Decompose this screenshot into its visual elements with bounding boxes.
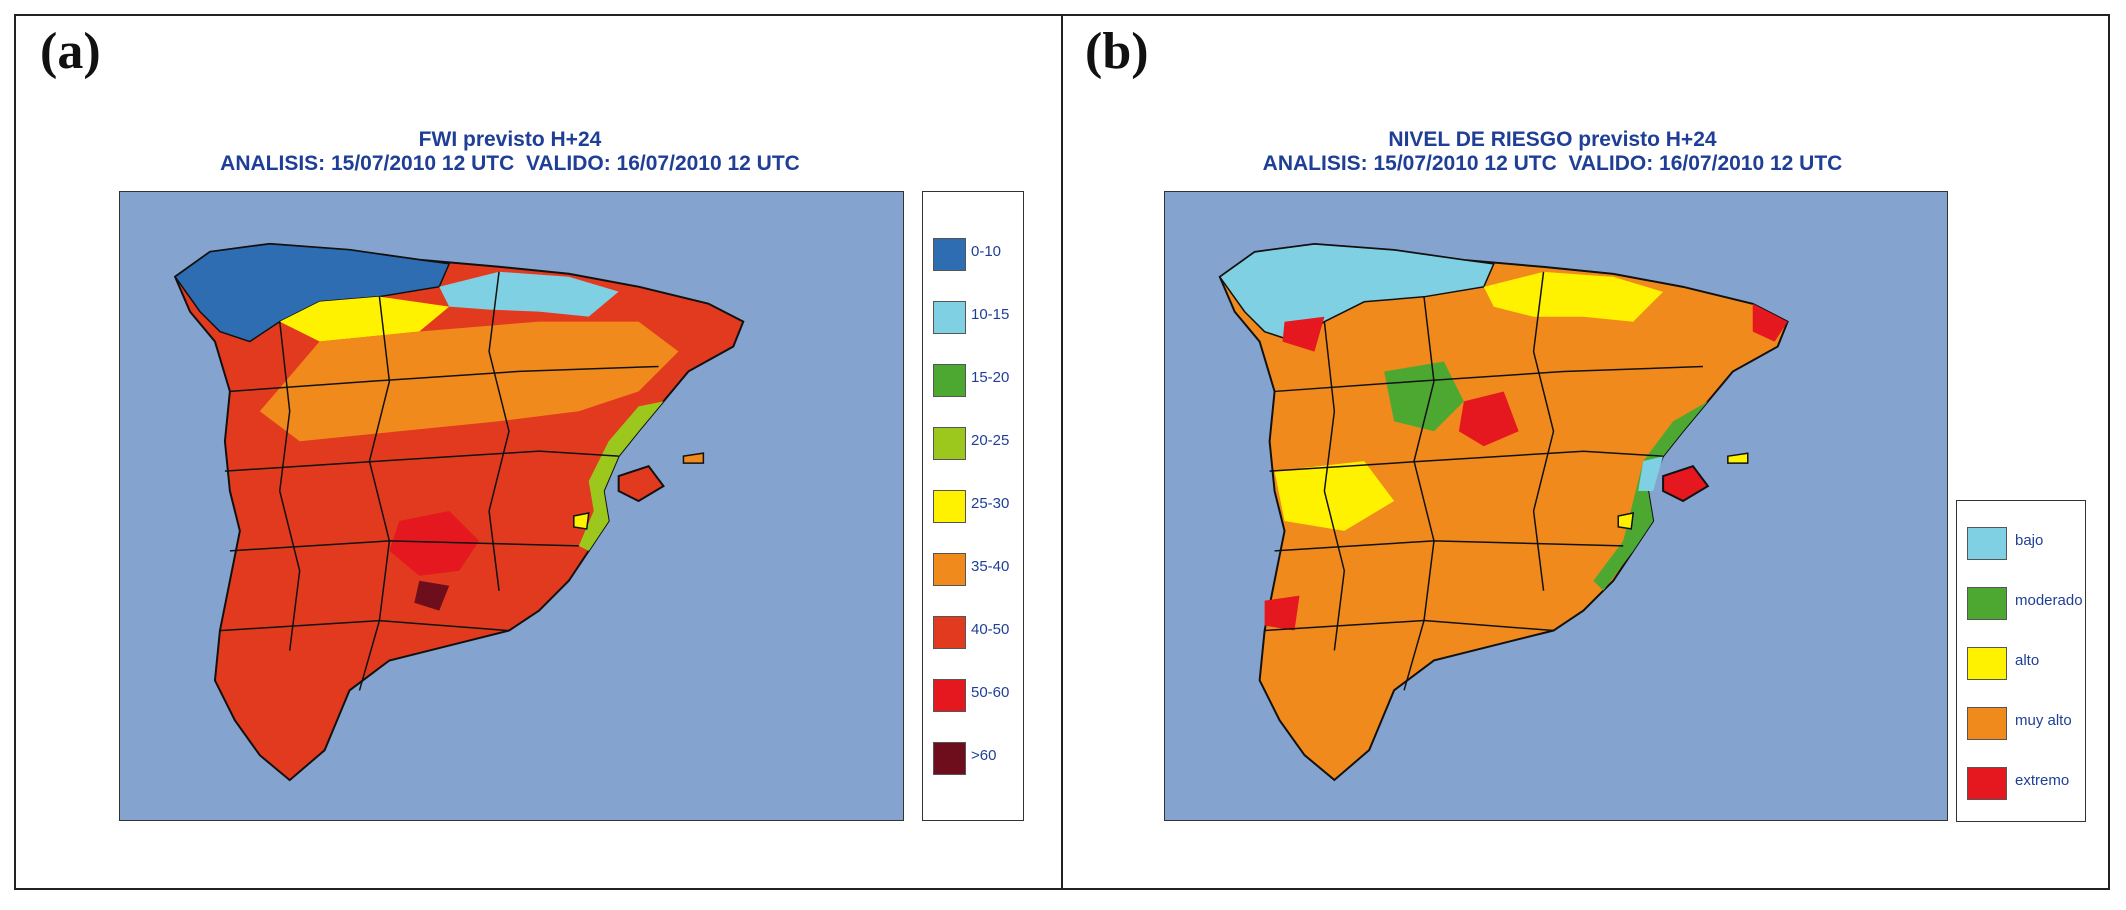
panel-a-spain-map bbox=[173, 242, 745, 782]
panel-b-menorca bbox=[1727, 452, 1749, 464]
panel-b-province-lines bbox=[1264, 271, 1703, 691]
panel-b-map bbox=[1164, 191, 1948, 821]
panel-a-darkest-spot bbox=[414, 580, 450, 611]
legend-b-swatch bbox=[1967, 587, 2007, 620]
legend-b-label: moderado bbox=[2015, 592, 2083, 609]
panel-a-map bbox=[119, 191, 904, 821]
legend-b-row: moderado bbox=[1957, 581, 2085, 621]
legend-a-swatch bbox=[933, 427, 966, 460]
legend-a-row: 40-50 bbox=[923, 610, 1023, 650]
panel-a-ibiza bbox=[573, 512, 590, 530]
panel-a-light-zone bbox=[439, 271, 619, 317]
legend-a-label: 35-40 bbox=[971, 558, 1010, 575]
panel-a-menorca bbox=[682, 452, 705, 464]
panel-b-north-zone bbox=[1218, 243, 1495, 343]
legend-b-label: alto bbox=[2015, 652, 2040, 669]
panel-a-title-line1: FWI previsto H+24 bbox=[418, 128, 602, 151]
legend-a-swatch bbox=[933, 679, 966, 712]
legend-a-row: 15-20 bbox=[923, 358, 1023, 398]
panel-b-title-line1: NIVEL DE RIESGO previsto H+24 bbox=[1388, 128, 1717, 151]
panel-a-province-lines bbox=[219, 271, 659, 691]
legend-b-label: muy alto bbox=[2015, 712, 2072, 729]
legend-b-row: alto bbox=[1957, 641, 2085, 681]
panel-a-legend: 0-10 10-15 15-20 20-25 25-30 35-40 40-50… bbox=[922, 191, 1024, 821]
legend-a-row: >60 bbox=[923, 736, 1023, 776]
legend-b-label: extremo bbox=[2015, 772, 2070, 789]
legend-b-row: bajo bbox=[1957, 521, 2085, 561]
panel-a-title: FWI previsto H+24 ANALISIS: 15/07/2010 1… bbox=[120, 128, 900, 176]
legend-a-row: 0-10 bbox=[923, 232, 1023, 272]
panel-b-extreme-1 bbox=[1458, 391, 1519, 447]
legend-a-row: 25-30 bbox=[923, 484, 1023, 524]
panel-a-green-coast bbox=[578, 401, 664, 551]
panel-a-dark-core bbox=[389, 510, 480, 576]
legend-a-label: 25-30 bbox=[971, 495, 1010, 512]
legend-a-swatch bbox=[933, 301, 966, 334]
legend-a-swatch bbox=[933, 553, 966, 586]
panel-b-mainland bbox=[1218, 243, 1789, 782]
panel-b-extreme-3 bbox=[1264, 595, 1300, 631]
panel-a-yellow-zone bbox=[279, 296, 450, 342]
panel-b-legend: bajo moderado alto muy alto extremo bbox=[1956, 500, 2086, 822]
legend-a-label: 50-60 bbox=[971, 684, 1010, 701]
legend-b-row: extremo bbox=[1957, 761, 2085, 801]
panel-b-spain-map bbox=[1218, 243, 1789, 782]
panel-a-mallorca bbox=[617, 464, 665, 503]
legend-a-row: 20-25 bbox=[923, 421, 1023, 461]
legend-b-swatch bbox=[1967, 647, 2007, 680]
panel-a-north-zone bbox=[174, 243, 451, 343]
legend-a-label: 0-10 bbox=[971, 243, 1002, 260]
legend-b-label: bajo bbox=[2015, 532, 2044, 549]
legend-a-label: 10-15 bbox=[971, 306, 1010, 323]
panel-b-extreme-2 bbox=[1282, 316, 1325, 352]
panel-b-green-coast bbox=[1593, 401, 1708, 591]
legend-a-label: 40-50 bbox=[971, 621, 1010, 638]
legend-a-swatch bbox=[933, 238, 966, 271]
panel-b-light-coast bbox=[1638, 456, 1664, 492]
panel-a-orange-zone bbox=[259, 321, 679, 442]
panel-a-title-line2: ANALISIS: 15/07/2010 12 UTC VALIDO: 16/0… bbox=[220, 152, 800, 175]
legend-b-swatch bbox=[1967, 707, 2007, 740]
panel-b-yellow-zone-1 bbox=[1483, 271, 1664, 322]
legend-a-label: 15-20 bbox=[971, 369, 1010, 386]
legend-a-row: 10-15 bbox=[923, 295, 1023, 335]
panel-divider bbox=[1061, 14, 1063, 890]
legend-a-swatch bbox=[933, 616, 966, 649]
legend-a-row: 50-60 bbox=[923, 673, 1023, 713]
legend-a-swatch bbox=[933, 742, 966, 775]
legend-b-swatch bbox=[1967, 767, 2007, 800]
legend-b-row: muy alto bbox=[1957, 701, 2085, 741]
panel-b-ibiza bbox=[1617, 512, 1635, 530]
legend-a-swatch bbox=[933, 364, 966, 397]
panel-b-mallorca bbox=[1662, 464, 1710, 503]
panel-b-title-line2: ANALISIS: 15/07/2010 12 UTC VALIDO: 16/0… bbox=[1262, 152, 1843, 175]
legend-a-label: >60 bbox=[971, 747, 997, 764]
panel-b-yellow-zone-2 bbox=[1274, 461, 1395, 531]
legend-a-row: 35-40 bbox=[923, 547, 1023, 587]
panel-b-extreme-4 bbox=[1752, 303, 1788, 342]
legend-a-label: 20-25 bbox=[971, 432, 1010, 449]
panel-b-title: NIVEL DE RIESGO previsto H+24 ANALISIS: … bbox=[1160, 128, 1945, 176]
legend-a-swatch bbox=[933, 490, 966, 523]
legend-b-swatch bbox=[1967, 527, 2007, 560]
panel-b-label: (b) bbox=[1085, 23, 1149, 80]
panel-a-label: (a) bbox=[40, 23, 101, 80]
